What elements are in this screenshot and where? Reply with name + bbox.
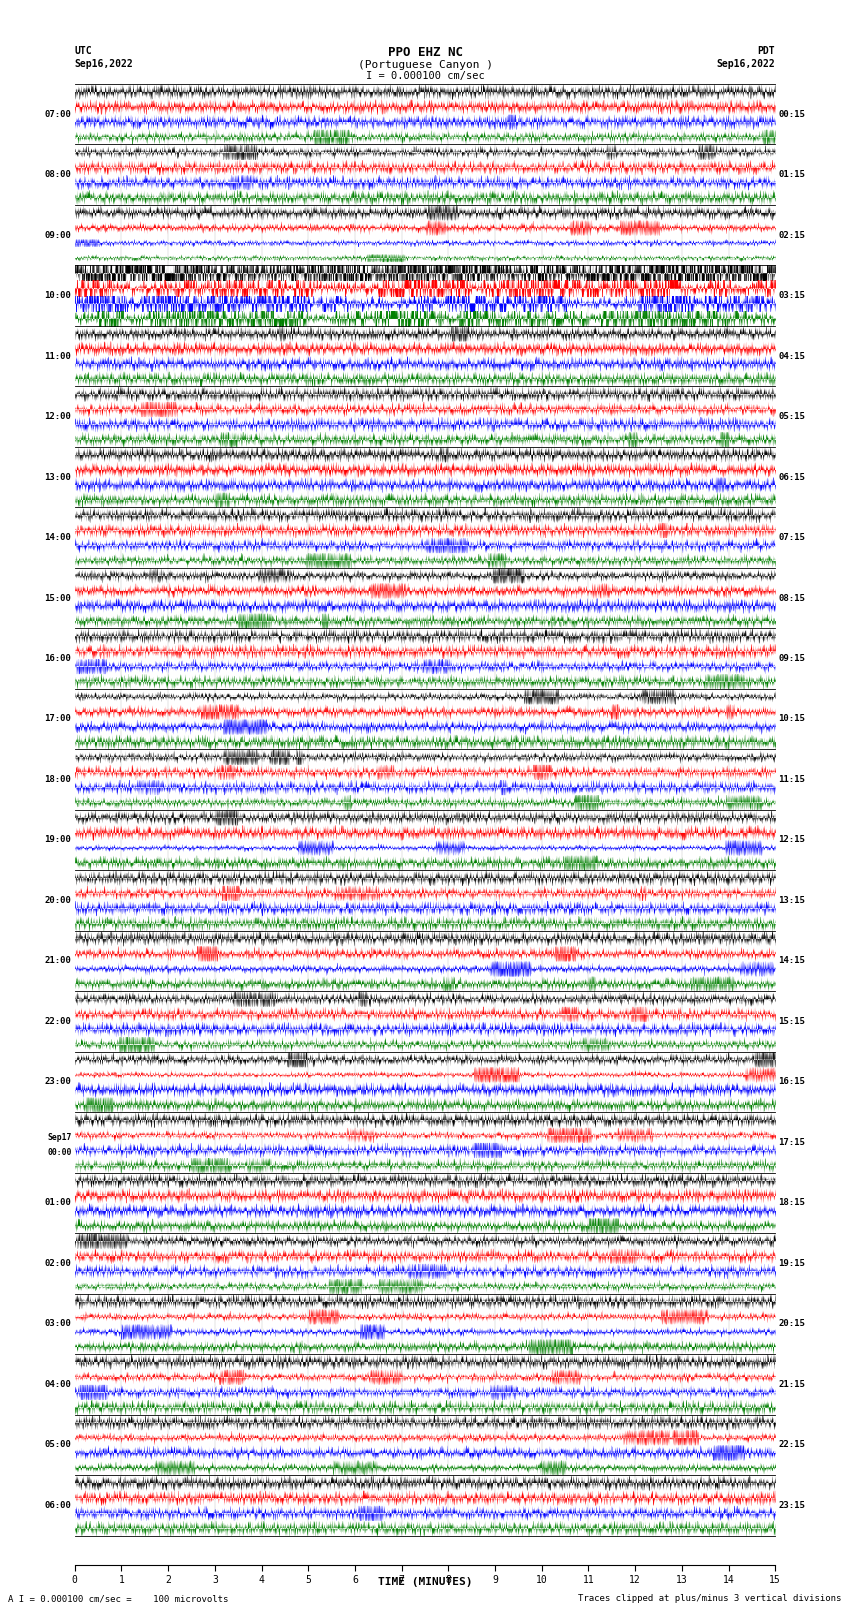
Text: 12:00: 12:00	[44, 411, 71, 421]
Text: 04:00: 04:00	[44, 1379, 71, 1389]
Text: 10:00: 10:00	[44, 290, 71, 300]
Text: 06:00: 06:00	[44, 1500, 71, 1510]
Text: 20:00: 20:00	[44, 895, 71, 905]
Text: 02:15: 02:15	[779, 231, 806, 240]
Text: 11:15: 11:15	[779, 774, 806, 784]
Text: 08:15: 08:15	[779, 594, 806, 603]
Text: 11:00: 11:00	[44, 352, 71, 361]
Text: 15:00: 15:00	[44, 594, 71, 603]
Text: TIME (MINUTES): TIME (MINUTES)	[377, 1578, 473, 1587]
Text: UTC: UTC	[75, 47, 93, 56]
Text: 09:00: 09:00	[44, 231, 71, 240]
Text: 10:15: 10:15	[779, 715, 806, 724]
Text: 00:00: 00:00	[47, 1147, 71, 1157]
Text: A I = 0.000100 cm/sec =    100 microvolts: A I = 0.000100 cm/sec = 100 microvolts	[8, 1594, 229, 1603]
Text: 17:15: 17:15	[779, 1137, 806, 1147]
Text: 15:15: 15:15	[779, 1016, 806, 1026]
Text: 05:00: 05:00	[44, 1440, 71, 1450]
Text: 07:15: 07:15	[779, 532, 806, 542]
Text: 02:00: 02:00	[44, 1258, 71, 1268]
Text: 14:00: 14:00	[44, 532, 71, 542]
Text: Traces clipped at plus/minus 3 vertical divisions: Traces clipped at plus/minus 3 vertical …	[578, 1594, 842, 1603]
Text: 06:15: 06:15	[779, 473, 806, 482]
Text: 22:15: 22:15	[779, 1440, 806, 1450]
Text: 23:15: 23:15	[779, 1500, 806, 1510]
Text: 20:15: 20:15	[779, 1319, 806, 1329]
Text: 00:15: 00:15	[779, 110, 806, 119]
Text: 16:00: 16:00	[44, 653, 71, 663]
Text: Sep16,2022: Sep16,2022	[75, 60, 133, 69]
Text: 01:00: 01:00	[44, 1198, 71, 1208]
Text: 13:00: 13:00	[44, 473, 71, 482]
Text: (Portuguese Canyon ): (Portuguese Canyon )	[358, 60, 492, 71]
Text: PDT: PDT	[757, 47, 775, 56]
Text: 12:15: 12:15	[779, 836, 806, 845]
Text: 05:15: 05:15	[779, 411, 806, 421]
Text: Sep17: Sep17	[47, 1132, 71, 1142]
Text: 04:15: 04:15	[779, 352, 806, 361]
Text: 07:00: 07:00	[44, 110, 71, 119]
Text: 21:15: 21:15	[779, 1379, 806, 1389]
Text: 18:15: 18:15	[779, 1198, 806, 1208]
Text: 19:00: 19:00	[44, 836, 71, 845]
Text: 16:15: 16:15	[779, 1077, 806, 1087]
Text: I = 0.000100 cm/sec: I = 0.000100 cm/sec	[366, 71, 484, 82]
Text: 13:15: 13:15	[779, 895, 806, 905]
Text: 17:00: 17:00	[44, 715, 71, 724]
Text: Sep16,2022: Sep16,2022	[717, 60, 775, 69]
Text: 22:00: 22:00	[44, 1016, 71, 1026]
Text: 08:00: 08:00	[44, 169, 71, 179]
Text: PPO EHZ NC: PPO EHZ NC	[388, 45, 462, 58]
Text: 18:00: 18:00	[44, 774, 71, 784]
Text: 09:15: 09:15	[779, 653, 806, 663]
Text: 23:00: 23:00	[44, 1077, 71, 1087]
Text: 19:15: 19:15	[779, 1258, 806, 1268]
Text: 21:00: 21:00	[44, 957, 71, 966]
Text: 03:00: 03:00	[44, 1319, 71, 1329]
Text: 03:15: 03:15	[779, 290, 806, 300]
Text: 01:15: 01:15	[779, 169, 806, 179]
Text: 14:15: 14:15	[779, 957, 806, 966]
